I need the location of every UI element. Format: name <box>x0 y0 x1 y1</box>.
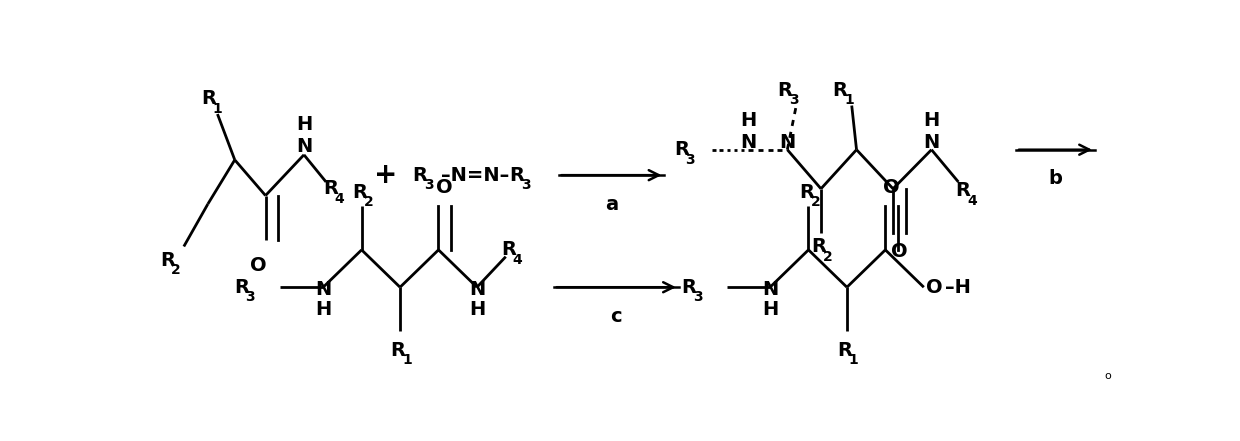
Text: R: R <box>234 278 249 297</box>
Text: 2: 2 <box>363 195 373 209</box>
Text: –N=N–: –N=N– <box>441 166 510 185</box>
Text: N: N <box>740 134 756 153</box>
Text: 2: 2 <box>171 263 181 277</box>
Text: R: R <box>510 166 525 185</box>
Text: 2: 2 <box>823 250 832 264</box>
Text: 1: 1 <box>402 353 412 367</box>
Text: 4: 4 <box>512 253 522 267</box>
Text: H: H <box>315 300 331 319</box>
Text: 1: 1 <box>844 93 854 108</box>
Text: R: R <box>201 89 216 108</box>
Text: +: + <box>374 161 397 189</box>
Text: R: R <box>352 183 367 202</box>
Text: O: O <box>250 256 267 275</box>
Text: N: N <box>779 134 796 153</box>
Text: O: O <box>890 242 908 261</box>
Text: 2: 2 <box>811 195 820 209</box>
Text: b: b <box>1049 169 1063 188</box>
Text: 3: 3 <box>693 291 703 304</box>
Text: R: R <box>799 183 813 202</box>
Text: R: R <box>324 179 339 198</box>
Text: H: H <box>761 300 779 319</box>
Text: R: R <box>837 340 852 359</box>
Text: a: a <box>605 194 618 213</box>
Text: N: N <box>296 137 312 156</box>
Text: H: H <box>469 300 485 319</box>
Text: o: o <box>1105 370 1111 381</box>
Text: R: R <box>675 140 689 159</box>
Text: H: H <box>296 115 312 134</box>
Text: N: N <box>469 280 485 299</box>
Text: 3: 3 <box>246 291 255 304</box>
Text: 3: 3 <box>789 93 799 108</box>
Text: R: R <box>811 237 826 256</box>
Text: –H: –H <box>945 278 971 297</box>
Text: 1: 1 <box>213 102 222 116</box>
Text: 3: 3 <box>424 178 434 192</box>
Text: O: O <box>926 278 942 297</box>
Text: H: H <box>924 111 940 131</box>
Text: 3: 3 <box>686 153 696 167</box>
Text: R: R <box>413 166 428 185</box>
Text: O: O <box>436 178 453 197</box>
Text: 1: 1 <box>849 353 858 367</box>
Text: N: N <box>924 134 940 153</box>
Text: c: c <box>610 306 622 325</box>
Text: N: N <box>761 280 779 299</box>
Text: R: R <box>160 250 175 269</box>
Text: N: N <box>315 280 331 299</box>
Text: R: R <box>501 240 516 259</box>
Text: 3: 3 <box>521 178 531 192</box>
Text: 4: 4 <box>967 194 977 208</box>
Text: R: R <box>682 278 697 297</box>
Text: R: R <box>391 340 405 359</box>
Text: R: R <box>832 81 847 100</box>
Text: R: R <box>777 81 792 100</box>
Text: H: H <box>740 111 756 131</box>
Text: 4: 4 <box>335 192 345 206</box>
Text: O: O <box>883 178 899 197</box>
Text: R: R <box>956 181 971 200</box>
